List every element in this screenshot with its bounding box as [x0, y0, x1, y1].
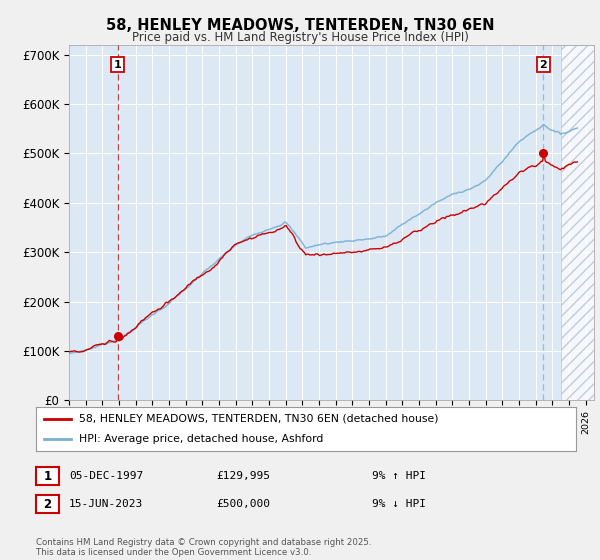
Text: 2: 2: [539, 59, 547, 69]
Text: 58, HENLEY MEADOWS, TENTERDEN, TN30 6EN (detached house): 58, HENLEY MEADOWS, TENTERDEN, TN30 6EN …: [79, 414, 439, 424]
Text: 2: 2: [43, 497, 52, 511]
Text: £129,995: £129,995: [216, 471, 270, 481]
Text: 05-DEC-1997: 05-DEC-1997: [69, 471, 143, 481]
Text: HPI: Average price, detached house, Ashford: HPI: Average price, detached house, Ashf…: [79, 434, 323, 444]
Text: 1: 1: [43, 469, 52, 483]
Text: £500,000: £500,000: [216, 499, 270, 509]
Text: Price paid vs. HM Land Registry's House Price Index (HPI): Price paid vs. HM Land Registry's House …: [131, 31, 469, 44]
Text: 15-JUN-2023: 15-JUN-2023: [69, 499, 143, 509]
Text: 9% ↓ HPI: 9% ↓ HPI: [372, 499, 426, 509]
Text: 1: 1: [114, 59, 122, 69]
Text: Contains HM Land Registry data © Crown copyright and database right 2025.
This d: Contains HM Land Registry data © Crown c…: [36, 538, 371, 557]
Text: 58, HENLEY MEADOWS, TENTERDEN, TN30 6EN: 58, HENLEY MEADOWS, TENTERDEN, TN30 6EN: [106, 18, 494, 33]
Text: 9% ↑ HPI: 9% ↑ HPI: [372, 471, 426, 481]
